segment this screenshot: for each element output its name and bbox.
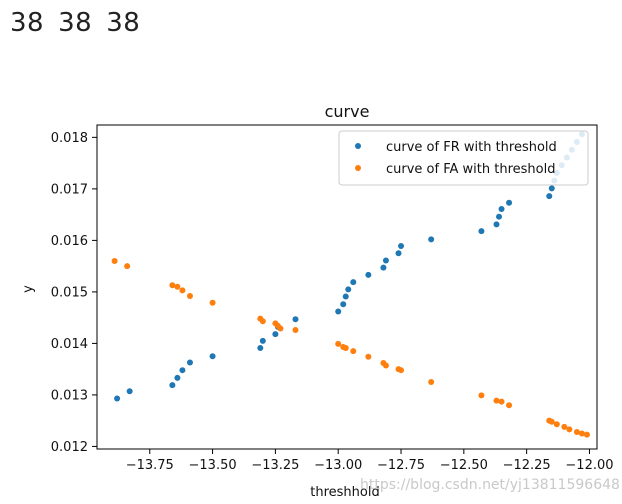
legend-marker-fa [355,165,361,171]
header-number-3: 38 [106,8,141,38]
header-number-2: 38 [58,8,93,38]
x-tick-label: −13.25 [251,458,299,473]
y-tick-label: 0.018 [51,131,88,146]
fa-point [111,257,118,264]
fa-point [365,353,372,360]
header-number-1: 38 [10,8,45,38]
fa-point [478,392,485,399]
fr-point [498,205,505,212]
header-numbers: 38 38 38 [10,8,154,38]
legend: curve of FR with threshold curve of FA w… [338,130,589,186]
fr-point [548,185,555,192]
fr-point [380,264,387,271]
x-tick-label: −12.00 [565,458,613,473]
fa-point [124,263,131,270]
fa-point [350,348,357,355]
x-tick-label: −12.25 [503,458,551,473]
fr-point [496,213,503,220]
x-tick-label: −13.75 [126,458,174,473]
fa-point [583,431,590,438]
fr-point [257,345,264,352]
fr-point [345,286,352,293]
x-tick-label: −13.50 [189,458,237,473]
fa-point [382,362,389,369]
fr-point [340,301,347,308]
fa-point [493,397,500,404]
x-tick-label: −12.50 [440,458,488,473]
y-tick-label: 0.016 [51,234,88,249]
y-tick-label: 0.017 [51,182,88,197]
fa-point [398,367,405,374]
fr-point [546,193,553,200]
fr-point [342,293,349,300]
legend-marker-fr [355,143,361,149]
watermark-url: https://blog.csdn.net/yj13811596648 [360,477,620,493]
fa-point [277,325,284,332]
x-axis-label: threshhold [310,485,379,500]
fr-point [174,374,181,381]
x-tick-label: −13.00 [314,458,362,473]
fa-point [498,398,505,405]
fr-point [478,228,485,235]
fa-point [179,287,186,294]
fa-point [561,423,568,430]
fr-point [259,337,266,344]
fr-point [395,250,402,257]
fr-point [335,308,342,315]
fa-point [186,293,193,300]
fa-point [342,345,349,352]
y-axis-ticks: 0.012 0.013 0.014 0.015 0.016 0.017 0.018 [51,131,97,455]
y-tick-label: 0.012 [51,440,88,455]
fa-point [335,340,342,347]
legend-label-fr: curve of FR with threshold [386,140,557,155]
fa-point [292,327,299,334]
y-tick-label: 0.014 [51,337,88,352]
y-tick-label: 0.013 [51,388,88,403]
fr-point [114,395,121,402]
fa-point [169,282,176,289]
y-axis-label: y [21,285,36,293]
fr-point [179,367,186,374]
fr-point [506,199,513,206]
fr-point [350,279,357,286]
fa-point [259,318,266,325]
fa-point [209,299,216,306]
fr-point [493,221,500,228]
fr-point [169,382,176,389]
fa-point [506,402,513,409]
legend-label-fa: curve of FA with threshold [386,162,555,177]
y-tick-label: 0.015 [51,285,88,300]
x-tick-label: −12.75 [377,458,425,473]
fr-point [126,388,133,395]
fr-point [186,359,193,366]
fa-point [553,421,560,428]
fr-point [272,331,279,338]
fa-point [174,283,181,290]
fr-point [428,236,435,243]
fr-point [209,353,216,360]
x-axis-ticks: −13.75 −13.50 −13.25 −13.00 −12.75 −12.50 −12.… [126,449,614,473]
fa-point [548,418,555,425]
fr-point [292,316,299,323]
legend-box [338,130,589,186]
fr-point [398,243,405,250]
fa-point [566,426,573,433]
fr-point [365,271,372,278]
fa-point [428,379,435,386]
fr-point [382,257,389,264]
chart-title: curve [325,102,370,121]
fa-point [578,430,585,437]
fa-point [573,429,580,436]
plot-frame [96,124,598,450]
